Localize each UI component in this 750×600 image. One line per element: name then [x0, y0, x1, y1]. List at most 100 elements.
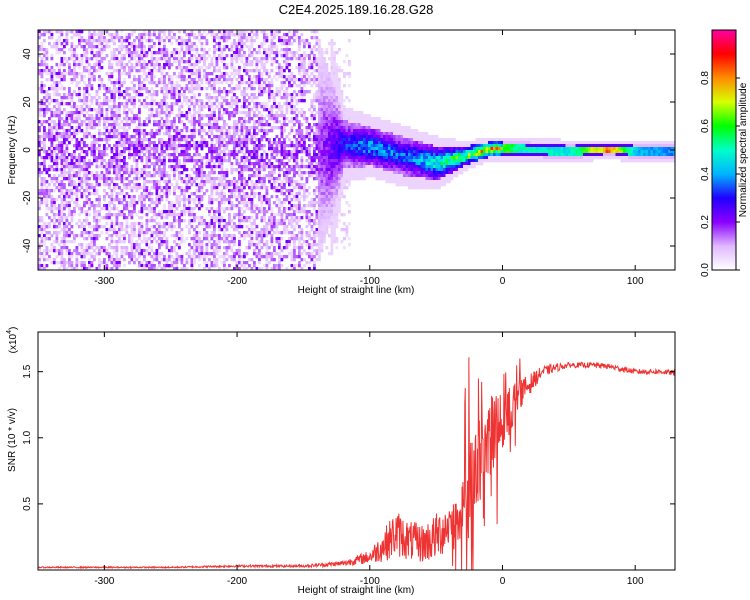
spectrogram-cell	[113, 159, 116, 163]
spectrogram-cell	[140, 33, 144, 37]
spectrogram-cell	[140, 222, 144, 226]
spectrogram-cell	[95, 60, 99, 64]
spectrogram-cell	[120, 255, 124, 259]
spectrogram-cell	[90, 141, 94, 145]
spectrogram-cell	[275, 90, 279, 94]
spectrogram-cell	[168, 30, 171, 34]
spectrogram-cell	[168, 105, 171, 109]
spectrogram-cell	[255, 63, 259, 67]
spectrogram-cell	[218, 135, 221, 139]
spectrogram-cell	[115, 195, 119, 199]
spectrogram-cell	[133, 48, 136, 52]
spectrogram-cell	[263, 117, 266, 121]
spectrogram-cell	[130, 87, 134, 91]
spectrogram-cell	[213, 39, 216, 43]
spectrogram-cell	[155, 183, 159, 187]
spectrogram-cell	[50, 144, 54, 148]
spectrogram-cell	[150, 180, 154, 184]
spectrogram-cell	[48, 165, 51, 169]
spectrogram-cell	[55, 249, 59, 253]
spectrogram-cell	[45, 111, 49, 115]
spectrogram-cell	[243, 141, 246, 145]
spectrogram-cell	[65, 240, 69, 244]
spectrogram-cell	[173, 210, 176, 214]
spectrogram-cell	[278, 264, 281, 268]
spectrogram-cell	[148, 69, 151, 73]
spectrogram-cell	[270, 252, 274, 256]
spectrogram-cell	[50, 234, 54, 238]
spectrogram-cell	[250, 45, 254, 49]
spectrogram-cell	[208, 54, 211, 58]
spectrogram-cell	[90, 162, 94, 166]
spectrogram-cell	[183, 219, 186, 223]
spectrogram-cell	[123, 144, 126, 148]
spectrogram-cell	[190, 33, 194, 37]
spectrogram-cell	[248, 174, 251, 178]
spectrogram-cell	[218, 42, 221, 46]
spectrogram-cell	[128, 42, 131, 46]
spectrogram-cell	[70, 111, 74, 115]
spectrogram-cell	[148, 108, 151, 112]
spectrogram-cell	[263, 123, 266, 127]
spectrogram-cell	[260, 144, 264, 148]
spectrogram-cell	[128, 252, 131, 256]
spectrogram-cell	[200, 129, 204, 133]
spectrogram-cell	[83, 210, 86, 214]
spectrogram-cell	[253, 96, 256, 100]
spectrogram-cell	[248, 45, 251, 49]
spectrogram-cell	[223, 201, 226, 205]
spectrogram-cell	[235, 45, 239, 49]
spectrogram-cell	[145, 174, 149, 178]
spectrogram-cell	[95, 123, 99, 127]
spectrogram-cell	[125, 87, 129, 91]
spectrogram-cell	[63, 75, 66, 79]
spectrogram-cell	[60, 168, 64, 172]
spectrogram-cell	[108, 72, 111, 76]
spectrogram-cell	[210, 57, 214, 61]
spectrogram-cell	[200, 198, 204, 202]
spectrogram-cell	[175, 90, 179, 94]
spectrogram-cell	[248, 114, 251, 118]
spectrogram-cell	[258, 258, 261, 262]
spectrogram-cell	[163, 168, 166, 172]
spectrogram-cell	[75, 120, 79, 124]
spectrogram-cell	[230, 189, 234, 193]
spectrogram-cell	[248, 129, 251, 133]
spectrogram-cell	[255, 234, 259, 238]
spectrogram-cell	[45, 69, 49, 73]
spectrogram-cell	[123, 216, 126, 220]
spectrogram-cell	[120, 138, 124, 142]
spectrogram-cell	[45, 222, 49, 226]
spectrogram-cell	[108, 159, 111, 163]
spectrogram-cell	[203, 219, 206, 223]
spectrogram-cell	[140, 147, 144, 151]
spectrogram-cell	[115, 252, 119, 256]
spectrogram-cell	[243, 267, 246, 270]
spectrogram-cell	[263, 225, 266, 229]
spectrogram-cell	[153, 168, 156, 172]
spectrogram-cell	[293, 264, 296, 268]
spectrogram-cell	[228, 33, 231, 37]
spectrogram-cell	[105, 45, 109, 49]
spectrogram-cell	[165, 132, 169, 136]
spectrogram-cell	[213, 48, 216, 52]
spectrogram-cell	[255, 51, 259, 55]
spectrogram-cell	[170, 159, 174, 163]
spectrogram-cell	[65, 156, 69, 160]
spectrogram-cell	[40, 72, 44, 76]
spectrogram-cell	[138, 261, 141, 265]
spectrogram-cell	[143, 129, 146, 133]
spectrogram-cell	[225, 267, 229, 270]
spectrogram-cell	[223, 198, 226, 202]
spectrogram-cell	[140, 174, 144, 178]
spectrogram-cell	[293, 147, 296, 151]
spectrogram-cell	[93, 69, 96, 73]
spectrogram-cell	[108, 177, 111, 181]
spectrogram-cell	[135, 243, 139, 247]
spectrogram-cell	[205, 180, 209, 184]
spectrogram-cell	[145, 66, 149, 70]
spectrogram-cell	[230, 96, 234, 100]
spectrogram-cell	[40, 189, 44, 193]
spectrogram-cell	[198, 33, 201, 37]
spectrogram-cell	[63, 198, 66, 202]
